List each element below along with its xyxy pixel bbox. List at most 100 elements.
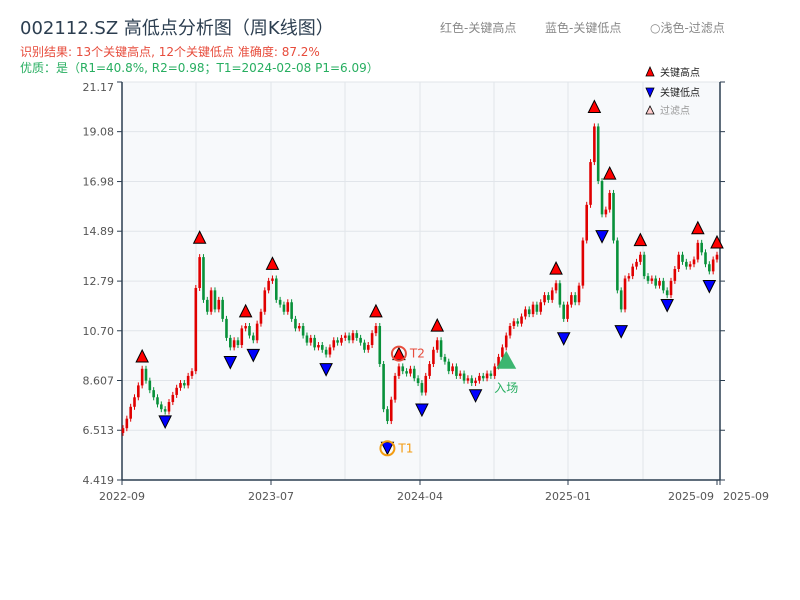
- y-tick-label: 4.419: [83, 474, 115, 487]
- candle: [221, 299, 224, 319]
- candle: [374, 326, 378, 334]
- candle: [324, 349, 328, 355]
- t2-circle: [390, 345, 407, 362]
- candle: [297, 326, 301, 329]
- candle: [229, 337, 232, 348]
- x-tick-label: 2025-01: [545, 490, 591, 503]
- candle: [389, 399, 393, 422]
- chart-title: 002112.SZ 高低点分析图（周K线图）: [20, 18, 334, 39]
- candle: [493, 366, 497, 376]
- candle: [535, 304, 539, 312]
- candle: [240, 328, 244, 346]
- candle: [531, 304, 535, 315]
- candle: [343, 335, 347, 338]
- candle: [194, 287, 198, 372]
- candle: [397, 366, 401, 376]
- candle: [558, 283, 562, 305]
- candle: [278, 299, 282, 305]
- key-high-marker: [238, 303, 253, 318]
- candle: [274, 278, 278, 300]
- candle: [305, 335, 309, 343]
- candle: [570, 295, 573, 305]
- key-high-marker: [602, 165, 617, 180]
- candle: [447, 361, 451, 372]
- candle: [677, 254, 680, 269]
- candle: [516, 321, 520, 324]
- candle: [255, 323, 259, 341]
- candle: [217, 299, 221, 310]
- y-tick-label: 8.607: [83, 374, 115, 387]
- candle: [581, 240, 585, 286]
- candle: [320, 345, 324, 350]
- t1-label: T1: [397, 441, 413, 455]
- entry-marker: [496, 350, 517, 369]
- y-tick-label: 10.70: [83, 325, 115, 338]
- candle: [451, 366, 454, 372]
- candle: [700, 242, 703, 253]
- key-high-marker: [691, 220, 705, 235]
- key-low-marker: [595, 230, 609, 244]
- candle: [554, 283, 558, 291]
- candle: [527, 309, 531, 315]
- candle: [347, 335, 351, 341]
- y-tick-label: 12.79: [83, 275, 115, 288]
- candle: [416, 378, 420, 384]
- candle: [378, 326, 382, 365]
- x-tick-label: 2025-09: [723, 490, 769, 503]
- candle: [129, 406, 132, 419]
- candle: [508, 326, 512, 336]
- t2-label: T2: [409, 347, 425, 361]
- key-low-marker: [319, 363, 333, 377]
- candle: [412, 368, 416, 379]
- candle: [539, 302, 543, 312]
- key-high-marker: [587, 99, 602, 114]
- key-high-marker: [265, 256, 280, 270]
- candle: [251, 335, 255, 341]
- candle: [317, 345, 320, 348]
- y-tick-label: 19.08: [83, 126, 115, 139]
- candle: [209, 290, 213, 312]
- candle: [366, 345, 370, 350]
- legend-low-icon: [645, 87, 655, 98]
- candle: [179, 383, 182, 388]
- candle: [435, 340, 439, 350]
- candle: [665, 290, 669, 296]
- candle: [692, 259, 696, 265]
- candle: [455, 366, 458, 376]
- candle: [685, 261, 688, 267]
- candle: [497, 356, 500, 367]
- candle: [152, 390, 155, 398]
- candle: [359, 337, 362, 343]
- candle: [543, 295, 546, 303]
- candle: [478, 375, 481, 381]
- candle: [501, 347, 504, 357]
- candle: [654, 278, 657, 286]
- candle: [662, 280, 665, 291]
- candle: [432, 349, 435, 365]
- candle: [474, 380, 477, 384]
- candle: [401, 366, 405, 372]
- result-summary: 识别结果: 13个关键高点, 12个关键低点 准确度: 87.2%: [20, 45, 320, 59]
- candle: [688, 264, 692, 267]
- candle: [642, 254, 646, 277]
- candle: [244, 326, 247, 329]
- candle: [393, 375, 397, 400]
- candle: [600, 181, 604, 215]
- candle: [612, 192, 615, 241]
- candle: [248, 326, 251, 336]
- candle: [589, 162, 592, 205]
- key-high-marker: [430, 318, 445, 332]
- candle: [213, 290, 217, 310]
- candle: [573, 295, 577, 303]
- candle: [290, 302, 293, 319]
- candle: [608, 192, 611, 210]
- candle: [550, 290, 554, 300]
- key-high-marker: [192, 230, 207, 244]
- candle: [186, 375, 190, 386]
- candle: [409, 368, 412, 374]
- candle: [604, 209, 608, 215]
- key-low-marker: [614, 325, 629, 339]
- candle: [466, 378, 470, 381]
